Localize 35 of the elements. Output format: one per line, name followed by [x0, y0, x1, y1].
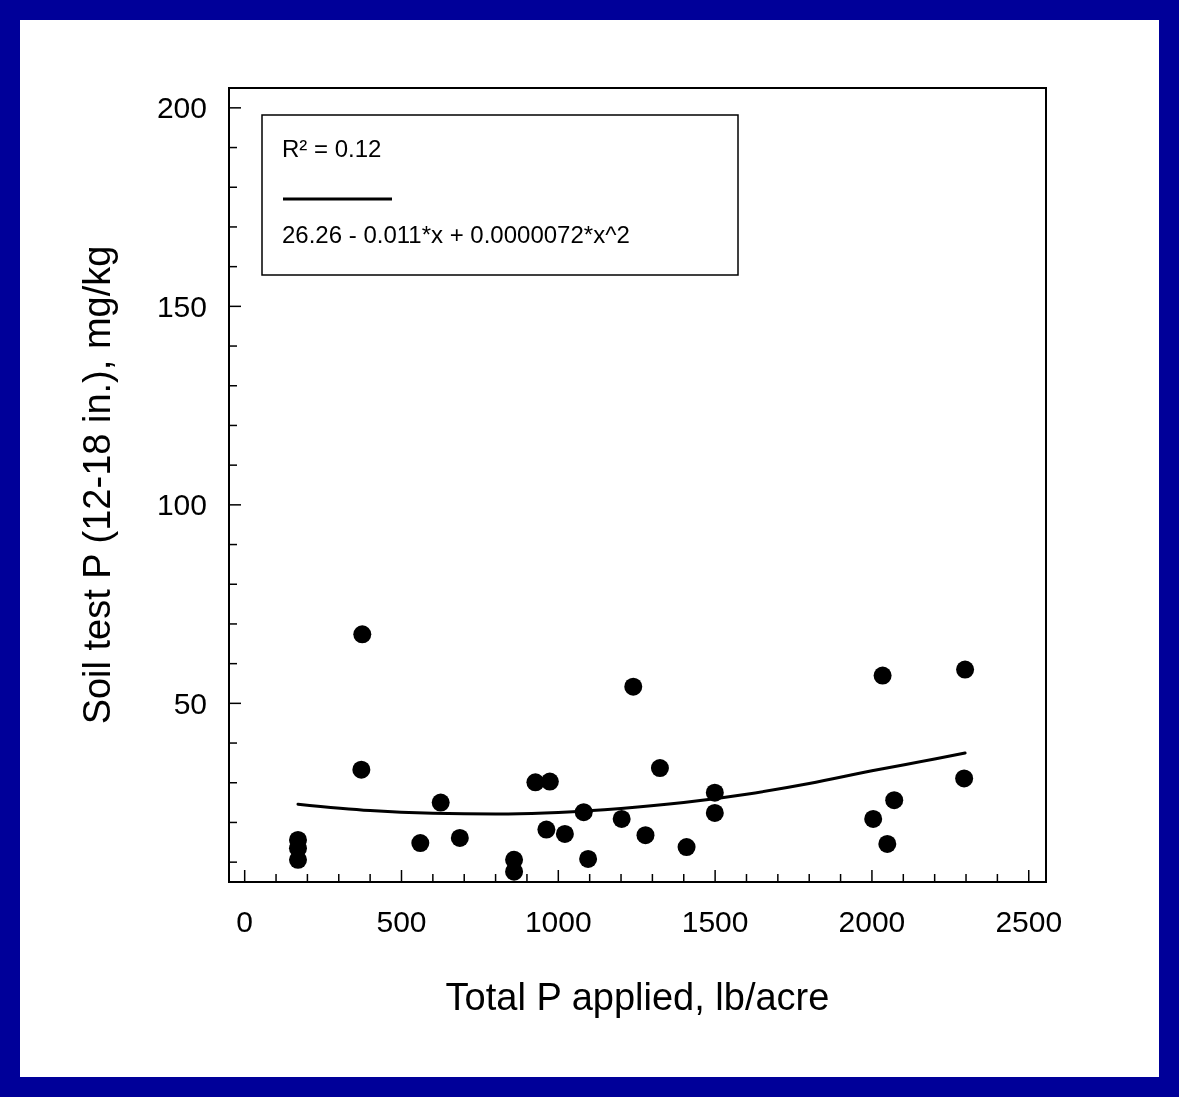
- point: [537, 820, 556, 839]
- legend-label: 26.26 - 0.011*x + 0.0000072*x^2: [282, 221, 630, 248]
- point: [540, 772, 559, 791]
- point: [650, 759, 669, 778]
- point: [579, 849, 598, 868]
- point: [677, 838, 696, 857]
- y-tick-label: 200: [156, 91, 207, 125]
- x-tick-label: 2500: [995, 905, 1063, 938]
- x-tick-label: 500: [376, 905, 427, 938]
- point: [878, 834, 897, 853]
- point: [555, 824, 574, 843]
- point: [636, 826, 655, 845]
- point: [624, 677, 643, 696]
- point: [705, 803, 724, 822]
- point: [885, 791, 904, 810]
- y-tick-label: 150: [156, 289, 207, 323]
- point: [450, 828, 469, 847]
- y-axis-title: Soil test P (12-18 in.), mg/kg: [76, 245, 118, 725]
- x-axis-title: Total P applied, lb/acre: [445, 976, 830, 1018]
- x-tick-label: 2000: [838, 905, 906, 938]
- point: [873, 666, 892, 685]
- annotation: R² = 0.12: [282, 135, 382, 162]
- x-tick-label: 1000: [524, 905, 592, 938]
- point: [955, 769, 974, 788]
- point: [353, 625, 372, 644]
- x-tick-label: 0: [236, 905, 254, 938]
- point: [411, 834, 430, 853]
- point: [431, 793, 450, 812]
- point: [956, 660, 975, 679]
- y-tick-label: 100: [156, 488, 207, 522]
- point: [352, 760, 371, 779]
- point: [864, 809, 883, 828]
- x-tick-label: 1500: [681, 905, 749, 938]
- point: [612, 809, 631, 828]
- y-tick-label: 50: [173, 686, 207, 720]
